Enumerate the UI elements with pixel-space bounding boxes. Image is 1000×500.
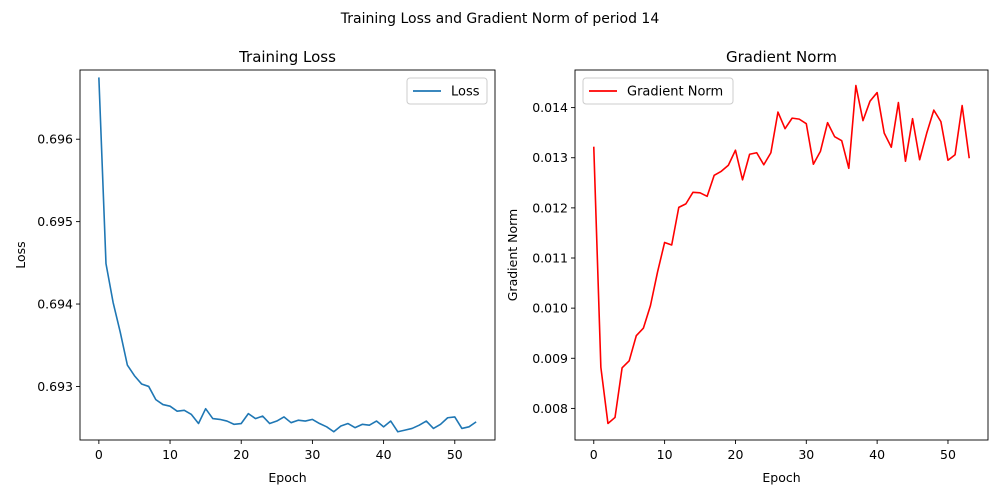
axes-frame: [79, 69, 496, 441]
series-line-0: [98, 77, 477, 433]
y-tick-label: 0.695: [37, 214, 73, 229]
y-tick-label: 0.011: [532, 251, 568, 266]
y-tick-label: 0.696: [37, 132, 73, 147]
x-tick-label: 50: [940, 447, 956, 462]
x-tick-label: 0: [590, 447, 598, 462]
x-tick-label: 30: [304, 447, 320, 462]
x-tick-label: 10: [657, 447, 673, 462]
x-tick-label: 50: [447, 447, 463, 462]
y-tick-label: 0.010: [532, 301, 568, 316]
y-tick-label: 0.009: [532, 351, 568, 366]
y-tick-label: 0.008: [532, 401, 568, 416]
x-tick-label: 20: [728, 447, 744, 462]
x-tick-label: 40: [869, 447, 885, 462]
figure-title: Training Loss and Gradient Norm of perio…: [340, 11, 660, 27]
y-axis-label: Gradient Norm: [505, 209, 520, 301]
legend: Gradient Norm: [582, 77, 734, 105]
series-line-0: [592, 84, 971, 425]
x-tick-label: 40: [376, 447, 392, 462]
legend-label: Loss: [451, 85, 480, 100]
y-tick-label: 0.693: [37, 379, 73, 394]
y-tick-label: 0.014: [532, 100, 568, 115]
x-tick-label: 10: [162, 447, 178, 462]
x-tick-label: 30: [798, 447, 814, 462]
chart-gradient-norm: Gradient Norm 0 10 20 30 40 50 0.008 0.009 0.010 0…: [505, 48, 989, 485]
chart-training-loss: Training Loss 0 10 20 30 40 50 0.693 0.694 0.695 0…: [13, 48, 496, 485]
y-tick-label: 0.694: [37, 297, 73, 312]
legend-label: Gradient Norm: [627, 85, 723, 100]
chart-title: Training Loss: [238, 48, 336, 66]
x-axis-label: Epoch: [762, 470, 800, 485]
x-tick-label: 0: [95, 447, 103, 462]
axes-frame: [574, 69, 989, 441]
y-axis-label: Loss: [13, 241, 28, 268]
legend-box: [406, 77, 488, 105]
x-tick-label: 20: [233, 447, 249, 462]
y-tick-label: 0.012: [532, 200, 568, 215]
legend: Loss: [406, 77, 488, 105]
y-tick-label: 0.013: [532, 150, 568, 165]
chart-title: Gradient Norm: [726, 48, 837, 66]
x-axis-label: Epoch: [268, 470, 306, 485]
legend-box: [582, 77, 734, 105]
